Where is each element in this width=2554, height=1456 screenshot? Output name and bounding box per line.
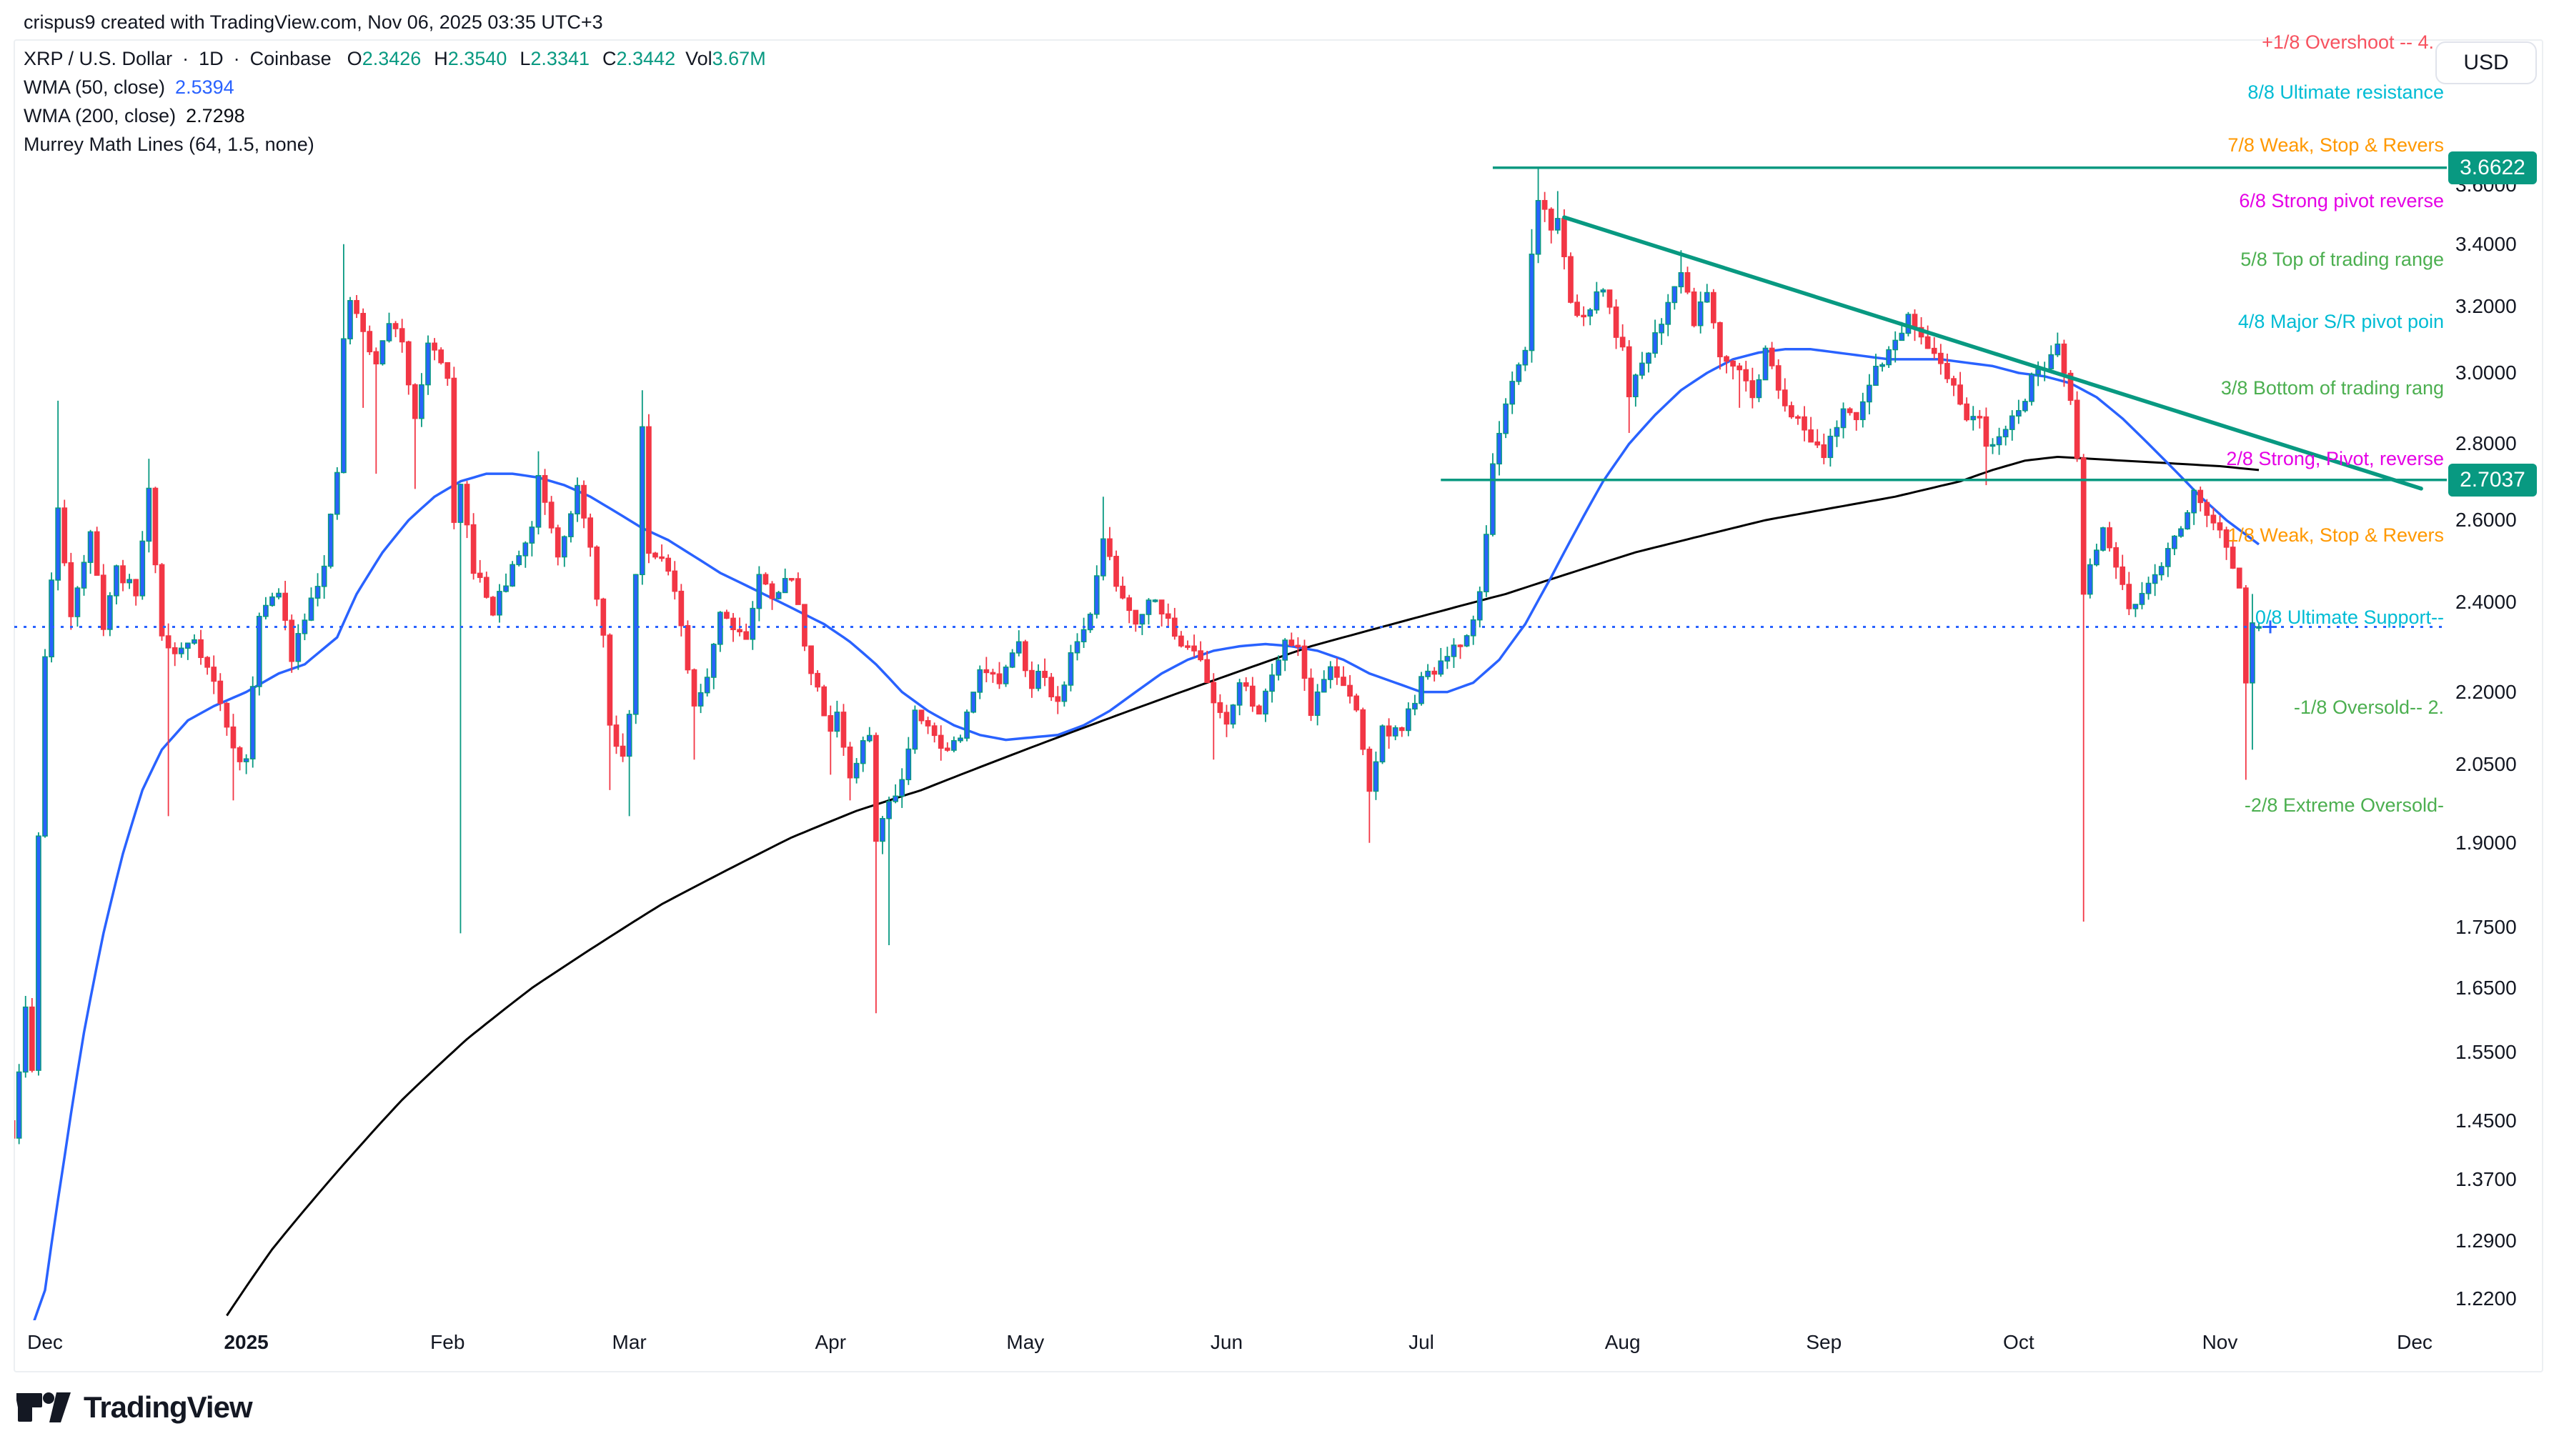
ohlc-pair: O2.3426 — [347, 48, 422, 69]
price-tick-label: 2.4000 — [2455, 591, 2517, 614]
price-tick-label: 1.6500 — [2455, 976, 2517, 999]
price-tick-label: 2.2000 — [2455, 680, 2517, 703]
chart-legend: XRP / U.S. Dollar · 1D · Coinbase O2.342… — [24, 44, 766, 159]
wma50-label: WMA (50, close) — [24, 76, 166, 98]
price-tick-label: 2.8000 — [2455, 432, 2517, 455]
time-tick-label: Feb — [430, 1331, 465, 1353]
price-tick-label: 1.4500 — [2455, 1109, 2517, 1132]
tradingview-logo[interactable]: TradingView — [16, 1390, 253, 1425]
ohlc-pair: H2.3540 — [434, 48, 507, 69]
murrey-level-label: 5/8 Top of trading range — [2240, 248, 2444, 270]
time-tick-label: 2025 — [224, 1331, 269, 1353]
price-tick-label: 1.9000 — [2455, 831, 2517, 854]
tradingview-logo-icon — [16, 1392, 71, 1422]
price-tick-label: 1.2200 — [2455, 1287, 2517, 1310]
murrey-level-label: 6/8 Strong pivot reverse — [2239, 189, 2444, 211]
murrey-level-label: -2/8 Extreme Oversold- — [2244, 794, 2444, 817]
murrey-label: Murrey Math Lines (64, 1.5, none) — [24, 134, 314, 155]
price-tick-label: 1.3700 — [2455, 1167, 2517, 1190]
murrey-level-label: 2/8 Strong, Pivot, reverse — [2226, 448, 2444, 470]
murrey-level-label: -1/8 Oversold-- 2. — [2293, 696, 2444, 718]
indicator-row-wma200[interactable]: WMA (200, close) 2.7298 — [24, 101, 766, 130]
price-label-resistance[interactable]: 3.6622 — [2448, 151, 2537, 184]
indicator-row-murrey[interactable]: Murrey Math Lines (64, 1.5, none) — [24, 130, 766, 159]
murrey-level-label: 3/8 Bottom of trading rang — [2220, 377, 2444, 399]
symbol-row[interactable]: XRP / U.S. Dollar · 1D · Coinbase O2.342… — [24, 44, 766, 73]
murrey-level-label: 1/8 Weak, Stop & Revers — [2227, 524, 2444, 547]
time-tick-label: Mar — [612, 1331, 647, 1353]
symbol-separator: · — [182, 48, 189, 69]
wma200-label: WMA (200, close) — [24, 105, 177, 126]
time-tick-label: Jun — [1210, 1331, 1243, 1353]
time-tick-label: Apr — [815, 1331, 847, 1353]
ohlc-pair: L2.3341 — [520, 48, 590, 69]
time-tick-label: May — [1006, 1331, 1045, 1353]
wma200-value: 2.7298 — [186, 105, 245, 126]
price-tick-label: 3.4000 — [2455, 232, 2517, 255]
volume-value: 3.67M — [712, 48, 766, 69]
time-tick-label: Dec — [2397, 1331, 2433, 1353]
murrey-level-label: 0/8 Ultimate Support-- — [2255, 607, 2444, 629]
interval-label[interactable]: 1D — [199, 48, 224, 69]
tradingview-logo-text: TradingView — [84, 1390, 253, 1424]
price-tick-label: 2.6000 — [2455, 509, 2517, 532]
volume-label: Vol — [685, 48, 712, 69]
time-tick-label: Sep — [1806, 1331, 1842, 1353]
price-tick-label: 3.0000 — [2455, 361, 2517, 384]
murrey-level-label: 4/8 Major S/R pivot poin — [2237, 311, 2444, 333]
time-tick-label: Nov — [2202, 1331, 2238, 1353]
price-tick-label: 1.5500 — [2455, 1040, 2517, 1063]
exchange-label: Coinbase — [249, 48, 332, 69]
price-tick-label: 1.7500 — [2455, 916, 2517, 939]
time-tick-label: Aug — [1604, 1331, 1641, 1353]
time-tick-label: Jul — [1408, 1331, 1434, 1353]
murrey-level-label: +1/8 Overshoot -- 4. — [2262, 31, 2434, 53]
price-label-support[interactable]: 2.7037 — [2448, 463, 2537, 497]
murrey-level-label: 7/8 Weak, Stop & Revers — [2227, 134, 2444, 156]
time-tick-label: Oct — [2003, 1331, 2034, 1353]
price-tick-label: 1.2900 — [2455, 1230, 2517, 1252]
watermark-text: crispus9 created with TradingView.com, N… — [24, 11, 603, 33]
wma50-value: 2.5394 — [175, 76, 234, 98]
ohlc-values: O2.3426 H2.3540 L2.3341 C2.3442 — [347, 46, 675, 71]
currency-toggle-button[interactable]: USD — [2435, 41, 2537, 84]
ohlc-pair: C2.3442 — [602, 48, 676, 69]
murrey-level-label: 8/8 Ultimate resistance — [2247, 81, 2444, 103]
indicator-row-wma50[interactable]: WMA (50, close) 2.5394 — [24, 73, 766, 101]
price-tick-label: 2.0500 — [2455, 753, 2517, 776]
price-tick-label: 3.2000 — [2455, 295, 2517, 318]
time-tick-label: Dec — [27, 1331, 63, 1353]
symbol-separator: · — [233, 48, 240, 69]
symbol-title: XRP / U.S. Dollar — [24, 48, 173, 69]
